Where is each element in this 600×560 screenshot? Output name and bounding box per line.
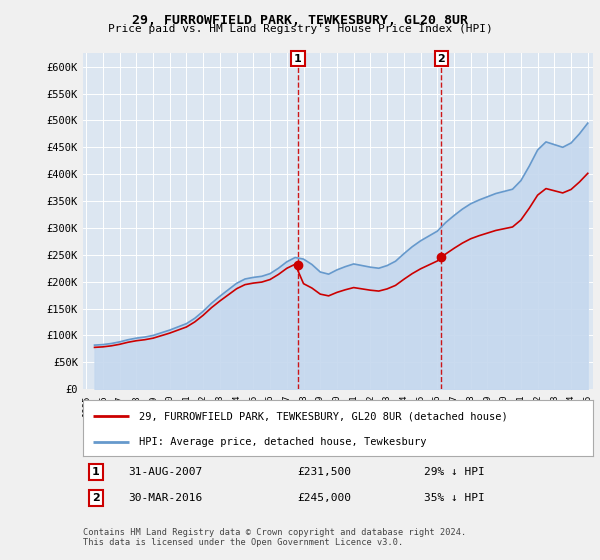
Text: 31-AUG-2007: 31-AUG-2007 [128, 467, 203, 477]
Text: HPI: Average price, detached house, Tewkesbury: HPI: Average price, detached house, Tewk… [139, 437, 427, 447]
Text: 29% ↓ HPI: 29% ↓ HPI [425, 467, 485, 477]
Text: £245,000: £245,000 [297, 493, 351, 503]
Text: 35% ↓ HPI: 35% ↓ HPI [425, 493, 485, 503]
Text: 2: 2 [92, 493, 100, 503]
Text: 2: 2 [437, 54, 445, 64]
Text: Contains HM Land Registry data © Crown copyright and database right 2024.: Contains HM Land Registry data © Crown c… [83, 528, 466, 536]
Text: 30-MAR-2016: 30-MAR-2016 [128, 493, 203, 503]
Text: £231,500: £231,500 [297, 467, 351, 477]
Text: 1: 1 [294, 54, 302, 64]
Text: 1: 1 [92, 467, 100, 477]
Text: 29, FURROWFIELD PARK, TEWKESBURY, GL20 8UR (detached house): 29, FURROWFIELD PARK, TEWKESBURY, GL20 8… [139, 411, 508, 421]
Text: Price paid vs. HM Land Registry's House Price Index (HPI): Price paid vs. HM Land Registry's House … [107, 24, 493, 34]
Text: 29, FURROWFIELD PARK, TEWKESBURY, GL20 8UR: 29, FURROWFIELD PARK, TEWKESBURY, GL20 8… [132, 14, 468, 27]
Text: This data is licensed under the Open Government Licence v3.0.: This data is licensed under the Open Gov… [83, 538, 403, 547]
